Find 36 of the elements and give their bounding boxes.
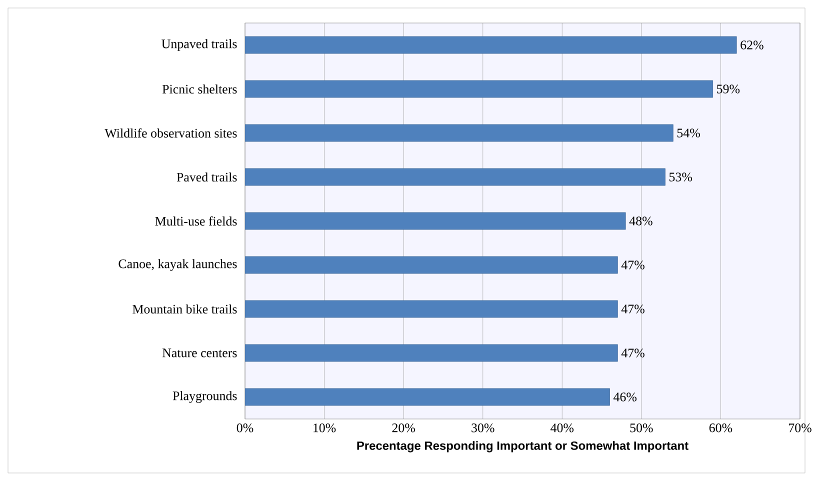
x-tick-label: 20% bbox=[392, 424, 416, 432]
y-tick-label: Wildlife observation sites bbox=[104, 128, 237, 138]
x-tick-label: 40% bbox=[550, 424, 574, 432]
y-tick-label: Nature centers bbox=[162, 348, 237, 358]
x-tick-label: 30% bbox=[472, 424, 494, 432]
y-tick-label: Canoe, kayak launches bbox=[118, 259, 237, 271]
x-tick-label: 70% bbox=[788, 424, 812, 432]
data-label: 54% bbox=[677, 128, 700, 138]
x-tick-label: 0% bbox=[236, 424, 254, 432]
data-label: 47% bbox=[621, 304, 644, 314]
x-tick-label: 10% bbox=[314, 424, 336, 432]
bar bbox=[245, 344, 618, 362]
y-tick-label: Picnic shelters bbox=[162, 84, 237, 94]
bar bbox=[245, 300, 618, 318]
x-axis-title: Precentage Responding Important or Somewhat Important bbox=[357, 441, 688, 452]
bar bbox=[245, 124, 674, 142]
x-tick-label: 50% bbox=[630, 424, 653, 432]
data-label: 47% bbox=[621, 348, 644, 358]
data-label: 46% bbox=[613, 392, 637, 402]
y-tick-label: Unpaved trails bbox=[162, 39, 237, 51]
y-tick-label: Multi-use fields bbox=[155, 216, 237, 226]
x-tick-label: 60% bbox=[709, 424, 732, 432]
data-label: 48% bbox=[629, 216, 652, 226]
bar bbox=[245, 388, 610, 406]
y-tick-label: Paved trails bbox=[176, 172, 237, 182]
data-label: 59% bbox=[717, 84, 740, 94]
bar bbox=[245, 80, 713, 98]
data-label: 62% bbox=[740, 40, 764, 50]
bar bbox=[245, 36, 737, 54]
bar bbox=[245, 256, 618, 274]
y-tick-label: Mountain bike trails bbox=[132, 304, 237, 314]
y-tick-label: Playgrounds bbox=[172, 391, 237, 403]
data-label: 53% bbox=[669, 172, 692, 182]
bar bbox=[245, 212, 626, 230]
data-label: 47% bbox=[621, 260, 644, 270]
bar bbox=[245, 168, 666, 186]
